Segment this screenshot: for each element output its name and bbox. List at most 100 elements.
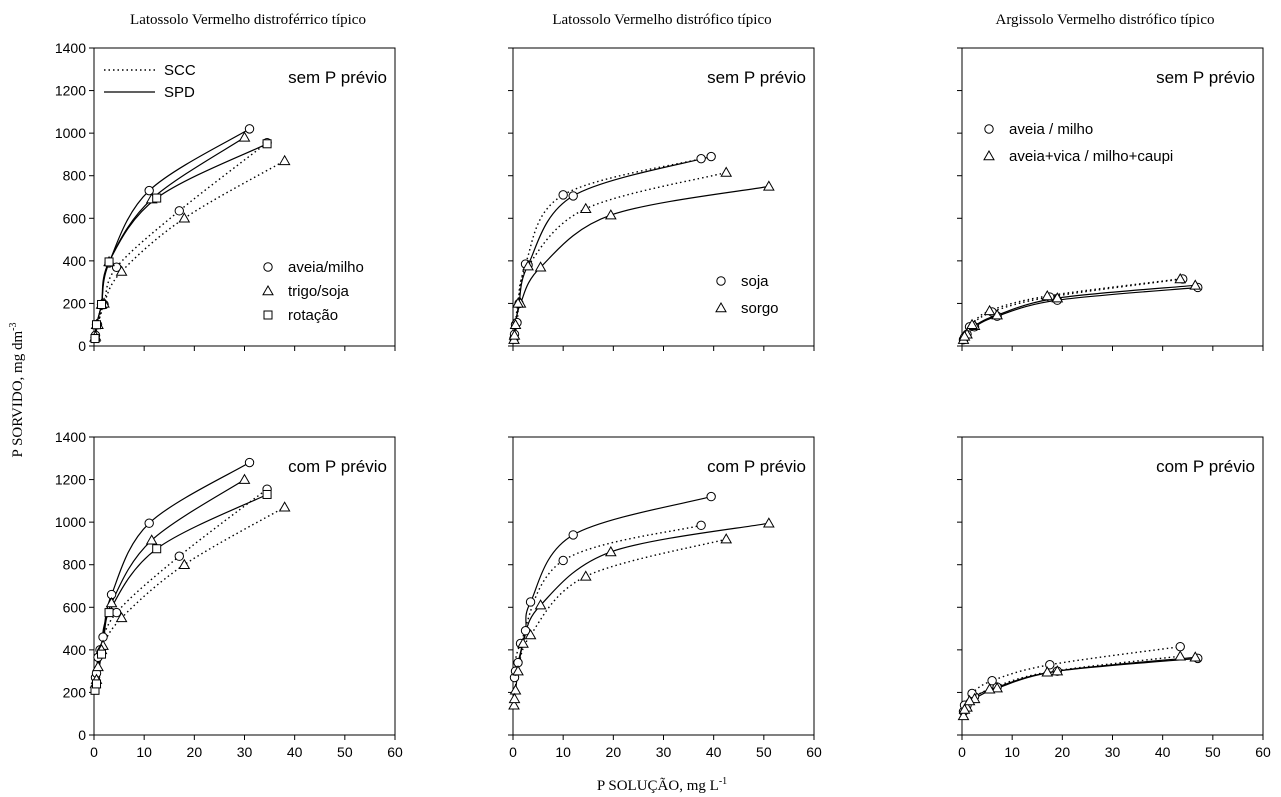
data-point [509,318,522,329]
y-tick-label: 1000 [55,125,86,141]
data-point [238,473,251,484]
data-point [244,124,255,134]
y-tick-label: 1400 [55,40,86,56]
data-point [92,660,104,672]
data-point [558,555,568,566]
data-point [1045,660,1055,670]
y-tick-label: 200 [63,684,87,700]
x-tick-label: 30 [237,744,253,760]
column-title-1: Latossolo Vermelho distroférrico típico [130,12,366,28]
data-point [706,491,716,502]
y-tick-label: 800 [63,557,87,573]
data-point [558,190,568,200]
x-tick-label: 50 [1205,744,1221,760]
x-tick-label: 10 [136,744,152,760]
x-tick-label: 60 [387,744,403,760]
panel-annotation: com P prévio [707,457,806,476]
panel-2: sem P prévio soja sorgo [508,47,815,351]
y-tick-label: 1400 [55,429,86,445]
data-point [958,330,971,341]
data-point [111,607,122,618]
y-tick-label: 200 [63,295,87,311]
legend-line-label: SPD [164,84,195,101]
panel-annotation: sem P prévio [1156,68,1255,87]
x-tick-label: 50 [756,744,772,760]
panel-5: 0 10 20 30 40 50 60 com P prévio [508,436,822,760]
data-point [517,637,529,648]
legend-label: aveia / milho [1009,121,1093,138]
x-tick-label: 40 [706,744,722,760]
marker-legend: aveia/milho trigo/soja rotação [262,259,364,324]
series-line [513,496,712,678]
data-point [1051,665,1064,676]
legend-label: soja [741,273,769,290]
line-style-legend: SCC SPD [104,62,196,101]
series-line [94,128,250,338]
y-tick-label: 400 [63,253,87,269]
column-title-2: Latossolo Vermelho distrófico típico [552,12,771,28]
y-tick-label: 400 [63,642,87,658]
data-point [966,318,978,329]
x-tick-label: 20 [187,744,203,760]
data-point [92,679,102,689]
data-point [579,202,592,213]
series-line [513,185,770,340]
data-point [508,692,521,704]
data-point [568,191,578,201]
x-tick-label: 0 [509,744,517,760]
data-point [1174,272,1187,284]
x-tick-label: 60 [806,744,822,760]
x-tick-label: 10 [555,744,571,760]
series-line [95,506,285,680]
legend-label: sorgo [741,300,779,317]
y-tick-label: 1200 [55,83,86,99]
data-point [512,665,524,676]
x-tick-label: 0 [90,744,98,760]
x-tick-label: 30 [1105,744,1121,760]
x-tick-label: 0 [958,744,966,760]
legend-marker-circle [984,124,994,134]
y-axis-label: P SORVIDO, mg dm-3 [8,323,26,458]
plot-frame [961,47,1264,347]
data-point [525,597,536,607]
data-point [278,501,291,512]
data-point [604,209,617,220]
legend-label: rotação [288,307,338,324]
x-tick-label: 10 [1004,744,1020,760]
data-point [568,530,578,540]
marker-legend: aveia / milho aveia+vica / milho+caupi [983,121,1173,165]
y-tick-label: 600 [63,210,87,226]
data-point [178,558,191,569]
data-point [144,185,154,196]
panel-annotation: sem P prévio [288,68,387,87]
x-tick-label: 20 [606,744,622,760]
legend-marker-triangle [715,301,727,313]
legend-label: aveia/milho [288,259,364,276]
data-point [696,153,706,164]
data-point [509,684,522,695]
data-point [1174,650,1187,661]
data-point [104,257,114,267]
data-point [105,597,118,608]
x-tick-label: 50 [337,744,353,760]
data-point [762,180,775,191]
data-point [278,154,291,166]
legend-marker-circle [263,262,273,272]
data-point [1041,289,1054,301]
data-point [604,545,617,557]
column-title-3: Argissolo Vermelho distrófico típico [995,12,1214,28]
data-point [97,649,107,659]
data-point [508,699,520,710]
y-tick-label: 1200 [55,472,86,488]
y-tick-label: 800 [63,168,87,184]
y-tick-label: 600 [63,599,87,615]
data-point [238,131,251,142]
y-tick-label: 0 [78,727,86,743]
data-point [152,193,162,203]
data-point [145,534,158,545]
x-tick-label: 40 [287,744,303,760]
series-line [94,160,285,337]
data-point [963,694,976,706]
data-point [174,206,184,216]
